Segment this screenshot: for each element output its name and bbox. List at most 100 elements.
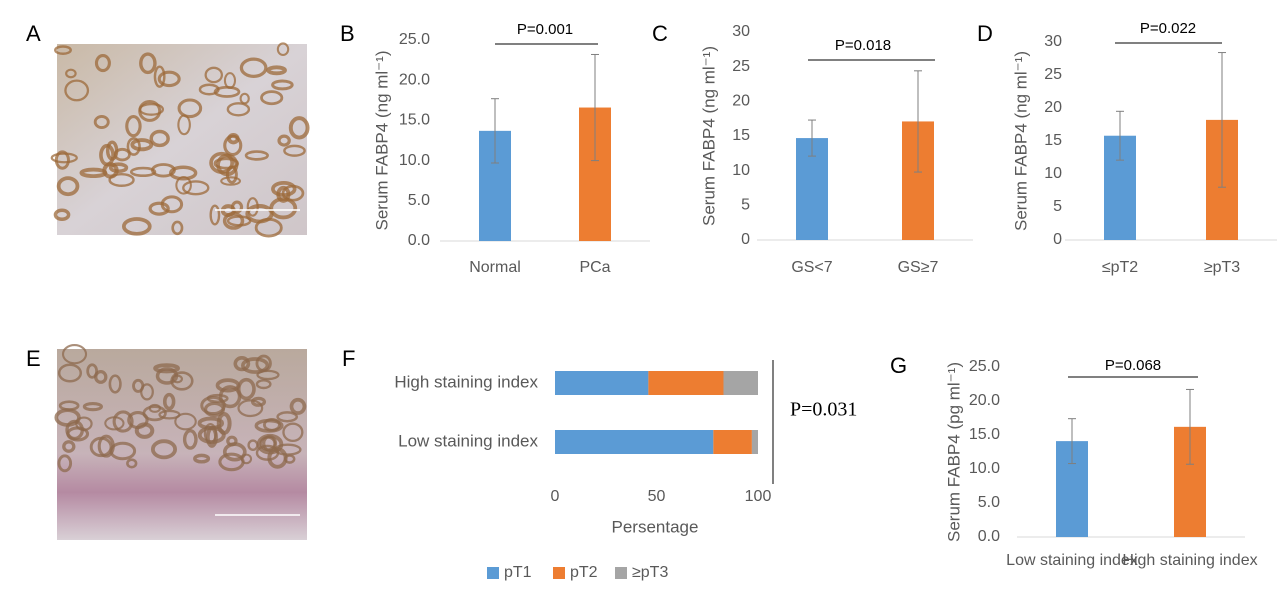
tissue-cell — [153, 363, 180, 374]
y-axis-label: Serum FABP4 (ng ml⁻¹) — [372, 51, 391, 231]
tissue-cell — [271, 79, 294, 91]
tissue-cell — [132, 378, 145, 393]
bar-segment — [648, 371, 724, 395]
error-bar — [808, 119, 816, 157]
tissue-cell — [206, 393, 229, 404]
error-bar — [914, 70, 922, 173]
y-tick-label: 20 — [1044, 99, 1062, 116]
tissue-cell — [82, 402, 103, 412]
tissue-cell — [241, 357, 270, 374]
tissue-cell — [237, 399, 264, 418]
tissue-cell — [269, 197, 298, 220]
error-bar — [591, 53, 599, 162]
x-tick-label: 100 — [745, 488, 772, 505]
tissue-cell — [255, 379, 272, 390]
legend-label: pT1 — [504, 564, 532, 581]
y-tick-label: 15 — [1044, 132, 1062, 149]
tissue-cell — [134, 422, 155, 439]
x-tick-label: 0 — [551, 488, 560, 505]
tissue-cell — [86, 363, 99, 379]
tissue-cell — [177, 98, 203, 119]
tissue-cell — [138, 99, 162, 122]
tissue-cell — [108, 172, 135, 188]
tissue-cell — [54, 150, 70, 170]
tissue-cell — [126, 137, 141, 156]
tissue-cell — [54, 45, 72, 55]
tissue-cell — [57, 454, 73, 473]
y-tick-label: 5.0 — [978, 494, 1000, 511]
tissue-cell — [198, 83, 220, 96]
tissue-cell — [236, 377, 256, 401]
tissue-cell — [289, 397, 307, 415]
y-tick-label: 5 — [1053, 198, 1062, 215]
y-tick-label: 0.0 — [978, 528, 1000, 545]
panel-letter: G — [890, 353, 907, 378]
tissue-cell — [126, 458, 138, 469]
histology-image — [50, 42, 310, 238]
error-bar — [1186, 388, 1194, 465]
tissue-cell — [233, 356, 251, 372]
tissue-cell — [220, 176, 242, 186]
panel-letter: E — [26, 346, 41, 371]
tissue-cell — [283, 144, 306, 157]
y-tick-label: 20.0 — [969, 392, 1000, 409]
x-tick-label: ≥pT3 — [1204, 259, 1240, 276]
tissue-cell — [260, 90, 284, 106]
x-tick-label: PCa — [579, 259, 610, 276]
tissue-cell — [97, 434, 115, 458]
x-tick-label: ≤pT2 — [1102, 259, 1138, 276]
tissue-cell — [175, 176, 192, 195]
panel-letter: A — [26, 21, 41, 46]
y-tick-label: 20 — [732, 93, 750, 110]
legend-swatch — [615, 567, 627, 579]
bar-segment — [723, 371, 758, 395]
tissue-cell — [222, 212, 245, 230]
x-tick-label: High staining index — [1122, 552, 1258, 569]
y-axis-label: Serum FABP4 (pg ml⁻¹) — [944, 362, 963, 542]
y-tick-label: 10.0 — [969, 460, 1000, 477]
y-tick-label: 15.0 — [969, 426, 1000, 443]
y-tick-label: 20.0 — [399, 71, 430, 88]
tissue-cell — [57, 363, 83, 383]
panel-letter: F — [342, 346, 355, 371]
tissue-cell — [182, 180, 210, 196]
tissue-cell — [267, 447, 288, 469]
tissue-cell — [149, 129, 170, 148]
tissue-cell — [64, 79, 90, 102]
annotation: P=0.018 — [835, 37, 891, 54]
tissue-cell — [112, 410, 134, 433]
legend-label: ≥pT3 — [632, 564, 668, 581]
tissue-cell — [61, 344, 88, 365]
tissue-cell — [75, 416, 93, 432]
error-bar — [1068, 418, 1076, 465]
tissue-cell — [262, 435, 278, 452]
tissue-cell — [182, 429, 198, 450]
tissue-cell — [174, 412, 197, 431]
tissue-cell — [226, 102, 251, 117]
tissue-cell — [53, 208, 71, 221]
tissue-cell — [239, 57, 268, 78]
tissue-cell — [247, 439, 259, 451]
tissue-cell — [108, 374, 122, 394]
tissue-cell — [209, 204, 221, 226]
y-tick-label: 15 — [732, 127, 750, 144]
tissue-cell — [281, 184, 305, 202]
y-tick-label: 0 — [1053, 231, 1062, 248]
tissue-cell — [266, 65, 287, 76]
bar-segment — [751, 430, 758, 454]
annotation: P=0.068 — [1105, 357, 1161, 374]
y-tick-label: 5 — [741, 197, 750, 214]
panel-letter: B — [340, 21, 355, 46]
tissue-cell — [125, 115, 142, 138]
tissue-cell — [121, 217, 152, 236]
tissue-cell — [155, 367, 179, 385]
tissue-cell — [94, 53, 111, 73]
y-tick-label: 25.0 — [399, 31, 430, 48]
y-axis-label: Serum FABP4 (ng ml⁻¹) — [699, 46, 718, 226]
y-tick-label: 15.0 — [399, 112, 430, 129]
tissue-cell — [250, 396, 267, 407]
tissue-cell — [256, 369, 280, 381]
tissue-cell — [244, 150, 269, 161]
bar-segment — [555, 371, 649, 395]
tissue-cell — [223, 134, 243, 157]
